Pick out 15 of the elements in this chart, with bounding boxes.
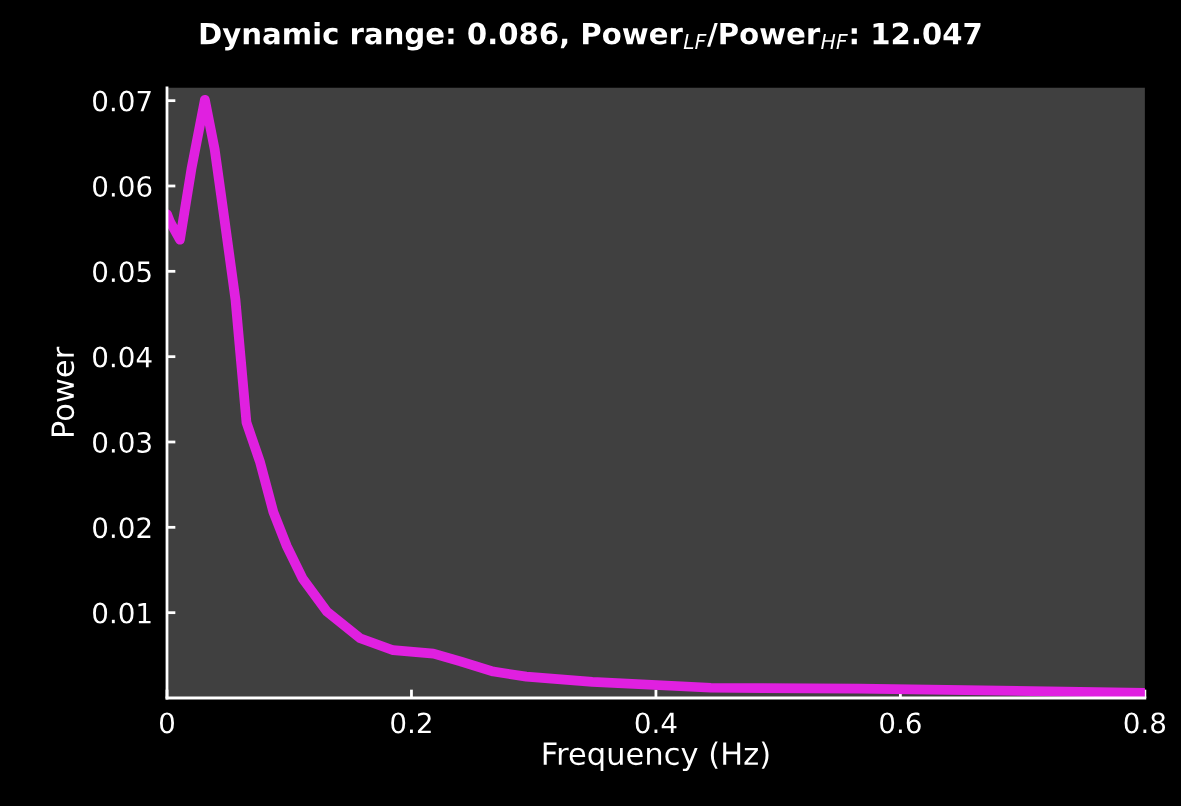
y-tick-label: 0.07 [93, 90, 151, 112]
x-tick-label: 0.8 [1124, 712, 1166, 734]
y-tick-label: 0.03 [93, 431, 151, 453]
x-tick-label: 0.4 [635, 712, 677, 734]
x-tick-label: 0 [159, 712, 174, 734]
y-tick-label: 0.06 [93, 175, 152, 197]
x-axis-title: Frequency (Hz) [543, 741, 769, 772]
x-tick-label: 0.6 [880, 712, 921, 734]
y-tick-label: 0.05 [93, 261, 151, 283]
y-tick-label: 0.01 [93, 602, 151, 624]
chart-title: Dynamic range: 0.086, Power$_{LF}$/Power$_{HF}$: 12.047 [200, 21, 981, 51]
y-axis-title: Power [51, 346, 75, 437]
y-tick-label: 0.04 [93, 346, 152, 368]
x-tick-label: 0.2 [391, 712, 431, 734]
y-tick-label: 0.02 [93, 517, 151, 539]
